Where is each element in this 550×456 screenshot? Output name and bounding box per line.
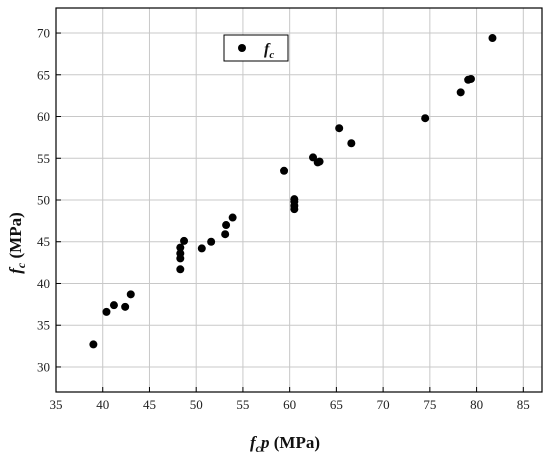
data-point — [488, 34, 497, 43]
data-point — [197, 244, 206, 253]
data-point — [466, 74, 475, 83]
y-tick-label: 35 — [37, 318, 50, 333]
legend-box — [223, 34, 289, 62]
grid-lines — [55, 8, 542, 392]
data-point — [228, 213, 237, 222]
data-point — [456, 88, 465, 97]
x-tick-label: 85 — [517, 397, 530, 412]
data-point — [309, 153, 318, 162]
data-point — [222, 221, 231, 230]
x-tick-label: 40 — [96, 397, 109, 412]
y-tick-label: 45 — [37, 234, 50, 249]
y-tick-label: 70 — [37, 26, 50, 41]
y-tick-label: 65 — [37, 67, 50, 82]
y-axis-title: fc (MPa) — [6, 212, 28, 274]
legend-marker — [238, 44, 246, 52]
data-point — [126, 290, 135, 299]
x-tick-label: 70 — [377, 397, 390, 412]
data-point — [176, 243, 185, 252]
x-tick-label: 80 — [470, 397, 483, 412]
data-point — [421, 114, 430, 123]
x-tick-label: 50 — [190, 397, 203, 412]
data-point — [176, 265, 185, 274]
y-tick-label: 50 — [37, 193, 50, 208]
legend-label: fc — [264, 41, 274, 61]
legend: fc — [223, 34, 289, 62]
x-tick-label: 55 — [236, 397, 249, 412]
x-tick-label: 45 — [143, 397, 156, 412]
y-tick-label: 55 — [37, 151, 50, 166]
data-point — [207, 237, 216, 246]
data-point — [176, 249, 185, 258]
data-point — [102, 307, 111, 316]
y-tick-label: 40 — [37, 276, 50, 291]
data-point — [109, 301, 118, 310]
x-tick-label: 60 — [283, 397, 296, 412]
data-point — [221, 230, 230, 239]
data-point — [121, 302, 130, 311]
x-tick-label: 35 — [50, 397, 63, 412]
data-point — [315, 157, 324, 166]
x-tick-label: 65 — [330, 397, 343, 412]
y-tick-label: 30 — [37, 359, 50, 374]
axis-ticks: 35 40 45 50 55 60 65 70 75 80 85 30 35 40 45 50 55 60 65 70 — [37, 26, 530, 412]
data-point — [89, 340, 98, 349]
data-point — [347, 139, 356, 148]
data-point — [290, 195, 299, 204]
data-point — [335, 124, 344, 133]
x-axis-title: fcp (MPa) — [250, 433, 320, 455]
data-points — [89, 34, 497, 349]
x-tick-label: 75 — [423, 397, 436, 412]
data-point — [180, 236, 189, 245]
data-point — [280, 166, 289, 175]
y-tick-label: 60 — [37, 109, 50, 124]
